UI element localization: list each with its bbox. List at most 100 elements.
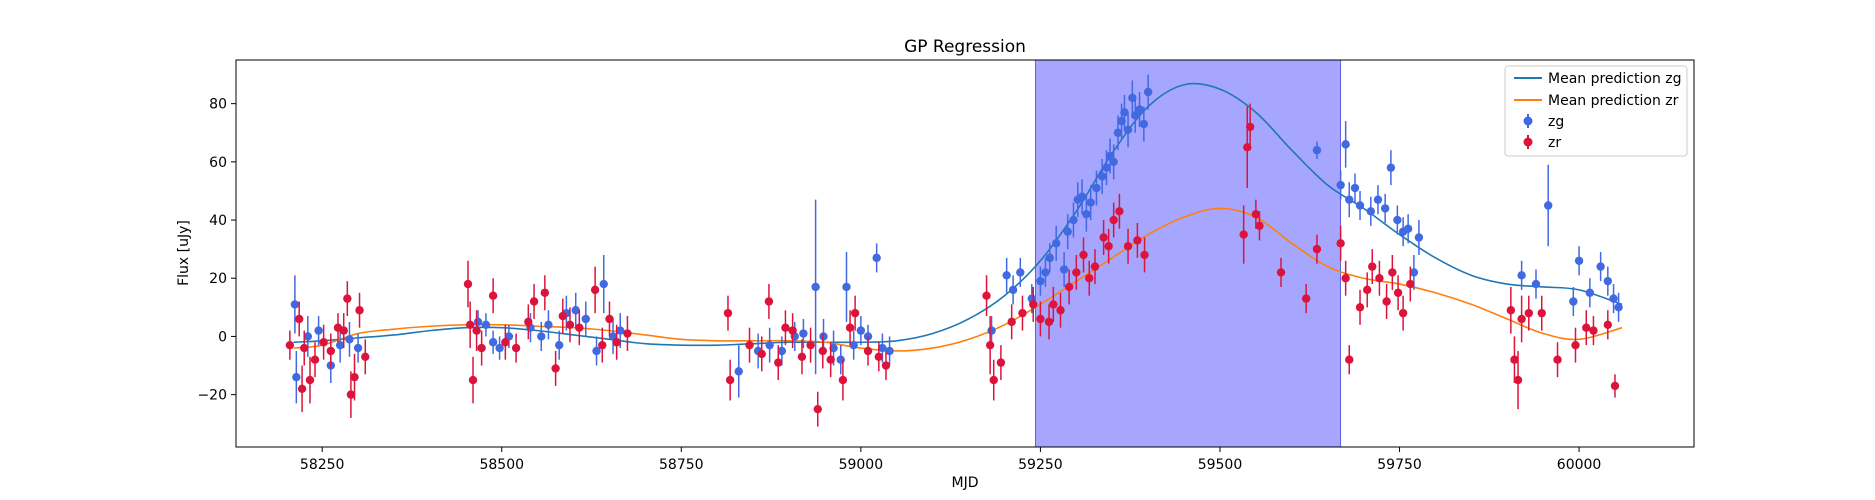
data-point-zr [488,291,498,300]
data-point-zg [1063,227,1072,236]
data-point-zr [1589,326,1598,335]
data-point-zr [468,375,478,385]
data-point-zg [1409,268,1419,277]
data-point-zg [1097,172,1107,181]
data-point-zr [764,297,774,306]
data-point-zg [1052,239,1061,248]
data-point-zg [1585,288,1595,297]
data-point-zr [1056,306,1065,315]
x-axis: 58250 58500 58750 59000 59250 59500 59750 60000 [300,447,1601,473]
data-point-zg [1041,268,1050,277]
data-point-zr [1355,303,1365,312]
data-point-zg [1139,119,1149,129]
data-point-zg [836,355,845,364]
data-point-zr [1049,300,1058,309]
data-point-zr [295,314,304,324]
data-point-zr [826,355,835,364]
x-tick-label: 58750 [659,457,704,473]
data-point-zr [1345,355,1354,364]
data-point-zr [723,308,733,318]
data-point-zr [1029,300,1038,309]
data-point-zr [745,340,754,350]
data-point-zr [1072,268,1081,277]
data-point-zg [1117,116,1126,126]
data-point-zg [987,326,996,335]
data-point-zg [1002,271,1011,280]
data-point-zr [1085,274,1094,283]
data-point-zg [799,329,808,338]
data-point-zr [781,323,790,332]
data-point-zr [1044,317,1054,327]
data-point-zr [725,375,735,385]
data-point-zg [599,279,608,289]
data-point-zg [765,340,774,350]
data-point-zr [1368,262,1377,271]
data-point-zg [1069,215,1078,225]
data-point-zr [1375,274,1384,283]
data-point-zg [1086,198,1095,207]
data-point-zg [345,335,354,344]
data-point-zg [734,367,743,376]
data-point-zr [463,279,473,289]
data-point-zg [592,346,601,356]
data-point-zg [488,338,498,347]
chart-title: GP Regression [904,37,1026,57]
series-zr [285,103,1620,427]
legend-label-zr: zr [1548,135,1561,151]
plot-frame [235,59,1695,448]
data-point-zr [1123,242,1133,251]
data-point-zg [1596,262,1605,271]
data-point-zg [1603,276,1613,286]
data-point-zr [1036,314,1045,324]
data-point-zr [343,294,352,303]
data-point-zr [1312,244,1322,254]
data-point-zr [1537,308,1546,318]
data-point-zr [1018,308,1027,318]
data-point-zg [581,314,590,324]
data-point-zg [1077,192,1087,201]
data-point-zr [1255,221,1264,231]
data-point-zr [1133,236,1142,245]
data-point-zr [524,317,533,327]
data-point-zg [878,343,887,353]
data-point-zg [1403,224,1413,233]
data-point-zr [1506,306,1516,315]
y-tick-label: 80 [209,97,227,113]
x-tick-label: 59500 [1198,457,1243,473]
data-point-zr [1610,381,1620,391]
data-point-zg [571,306,580,315]
data-point-zr [982,291,991,300]
data-point-zr [339,326,348,335]
data-point-zr [326,346,336,356]
data-point-zr [501,338,510,347]
data-point-zg [537,332,546,341]
data-point-zr [1140,250,1149,260]
data-point-zr [996,358,1006,367]
data-point-zg [829,343,838,353]
data-point-zr [1301,294,1311,303]
data-point-zr [1582,323,1591,332]
data-point-zr [605,314,614,324]
data-point-zg [1128,93,1137,103]
data-point-zr [1276,268,1286,277]
data-point-zr [1510,355,1519,364]
data-point-zr [319,338,328,347]
data-point-zr [1099,233,1108,242]
data-point-zr [1517,314,1526,324]
data-point-zg [1355,201,1365,210]
data-point-zr [1398,308,1408,318]
data-point-zr [565,320,575,329]
data-point-zr [850,308,860,318]
data-point-zg [473,317,483,327]
data-point-zg [1135,105,1144,114]
data-point-zr [1513,375,1523,385]
data-point-zr [1571,340,1580,350]
data-point-zg [1517,271,1526,280]
data-point-zg [1569,297,1578,306]
data-point-zr [477,343,486,353]
data-point-zg [1531,279,1541,289]
data-point-zg [290,300,300,309]
series-zg [290,74,1623,404]
data-point-zr [1393,288,1403,297]
